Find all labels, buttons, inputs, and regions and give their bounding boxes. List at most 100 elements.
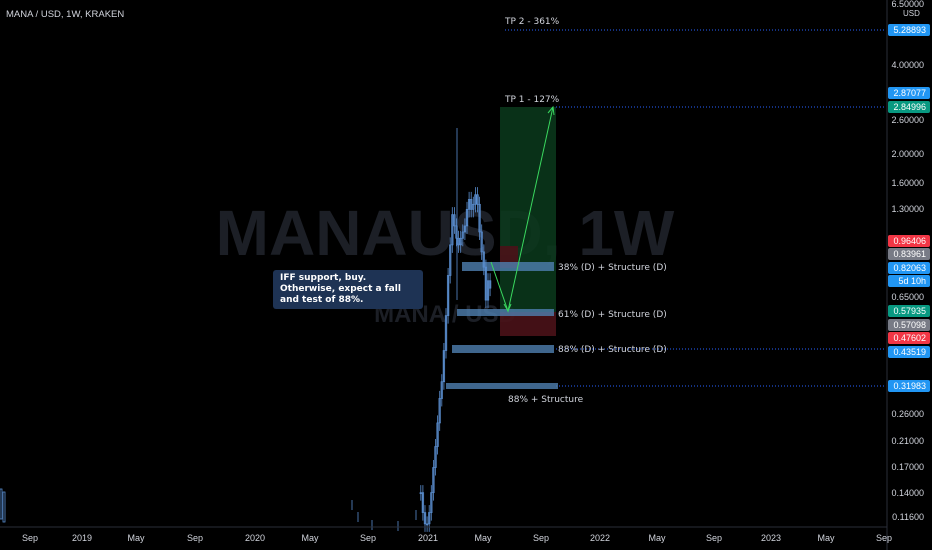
bar-38[interactable]: [462, 262, 554, 271]
candle-body: [419, 492, 422, 495]
price-tags: 5.28893 2.87077 2.84996 0.96406 0.83961 0.820…: [888, 24, 930, 392]
price-tick-label: 0.17000: [891, 462, 924, 472]
price-tick-label: 6.50000: [891, 0, 924, 9]
price-tag-bg: [888, 262, 930, 274]
price-tick-label: 0.11600: [892, 512, 924, 522]
candle-body: [440, 381, 443, 399]
candle-body: [423, 512, 427, 525]
candle-body: [484, 266, 488, 301]
candle-body: [451, 214, 454, 246]
price-tag-label: 0.96406: [893, 236, 926, 246]
time-tick-label: May: [127, 533, 145, 543]
candle-body: [428, 512, 431, 525]
structure-label: 88% + Structure: [508, 395, 584, 405]
time-tick-label: 2023: [761, 533, 781, 543]
candle-body: [432, 467, 435, 494]
price-tag-label: 0.31983: [893, 381, 926, 391]
time-axis[interactable]: Sep 2019 May Sep 2020 May Sep 2021 May Sep 2022 May…: [22, 533, 892, 543]
candle-body: [457, 237, 460, 246]
price-tick-label: 1.30000: [891, 204, 924, 214]
price-tag-bg: [888, 87, 930, 99]
price-tick-label: 0.14000: [891, 488, 924, 498]
candle-body: [446, 275, 450, 316]
price-tag-bg: [888, 319, 930, 331]
time-tick-label: May: [474, 533, 492, 543]
bar-61[interactable]: [457, 309, 554, 316]
candle-body: [434, 446, 437, 468]
candle-body: [488, 280, 492, 289]
candle-body: [449, 244, 452, 276]
time-tick-label: 2019: [72, 533, 92, 543]
candle-body: [470, 199, 473, 210]
candle-body: [425, 523, 429, 526]
candle-body: [0, 488, 3, 520]
price-tag-bg: [888, 305, 930, 317]
candle-body: [421, 492, 425, 513]
candle-body: [444, 315, 448, 351]
price-tick-label: 0.65000: [891, 292, 924, 302]
candle-body: [453, 214, 456, 227]
level-61-label: 61% (D) + Structure (D): [558, 310, 667, 320]
candle-body: [480, 231, 483, 253]
target-zone[interactable]: [500, 107, 556, 312]
price-tick-label: 2.00000: [891, 149, 924, 159]
trade-note: IFF support, buy. Otherwise, expect a fa…: [273, 270, 423, 309]
time-tick-label: Sep: [360, 533, 376, 543]
price-axis[interactable]: 6.500005.000004.000002.600002.000001.600…: [891, 0, 924, 522]
time-tick-label: Sep: [706, 533, 722, 543]
price-tick-label: 2.60000: [891, 115, 924, 125]
level-38-label: 38% (D) + Structure (D): [558, 263, 667, 273]
price-tag-bg: [888, 248, 930, 260]
price-tag-label: 0.57098: [893, 320, 926, 330]
price-tick-label: 4.00000: [891, 60, 924, 70]
price-tag-bg: [888, 235, 930, 247]
price-tag-label: 5.28893: [893, 25, 926, 35]
price-tag-bg: [888, 101, 930, 113]
candle-body: [465, 209, 469, 227]
candle-body: [430, 492, 433, 513]
price-tag-label: 2.87077: [893, 88, 926, 98]
price-tag-bg: [888, 275, 930, 287]
time-tick-label: Sep: [533, 533, 549, 543]
time-tick-label: May: [648, 533, 666, 543]
price-tag-label: 0.82063: [893, 263, 926, 273]
price-tick-label: 1.60000: [891, 178, 924, 188]
time-tick-label: 2020: [245, 533, 265, 543]
candle-body: [461, 231, 464, 239]
bar-88[interactable]: [452, 345, 554, 353]
candle-body: [438, 398, 441, 424]
candle-body: [2, 491, 6, 523]
time-tick-label: Sep: [876, 533, 892, 543]
arrow-head-up: [547, 105, 555, 116]
price-tag-bg: [888, 346, 930, 358]
candle-body: [474, 194, 477, 205]
time-tick-label: May: [817, 533, 835, 543]
candle-body: [436, 422, 439, 447]
currency-label: USD: [903, 9, 920, 18]
price-tag-label: 0.57935: [893, 306, 926, 316]
tp2-label: TP 2 - 361%: [504, 17, 560, 27]
price-tag-label: 0.47602: [893, 333, 926, 343]
arrow-head-down: [503, 303, 512, 313]
price-tag-bg: [888, 24, 930, 36]
candle-body: [482, 251, 485, 268]
bar-structure[interactable]: [446, 383, 558, 389]
level-88-label: 88% (D) + Structure (D): [558, 345, 667, 355]
tp1-label: TP 1 - 127%: [504, 95, 560, 105]
candle-body: [486, 280, 490, 301]
price-tick-label: 0.21000: [891, 436, 924, 446]
watermark-main: MANAUSD, 1W: [216, 197, 675, 269]
price-tag-bg: [888, 332, 930, 344]
time-tick-label: 2021: [418, 533, 438, 543]
candle-body: [463, 225, 467, 233]
candle-body: [459, 237, 462, 246]
time-tick-label: Sep: [187, 533, 203, 543]
price-tag-label: 2.84996: [893, 102, 926, 112]
candle-body: [472, 203, 475, 210]
price-tick-label: 0.26000: [891, 409, 924, 419]
candle-body: [467, 199, 471, 210]
time-tick-label: 2022: [590, 533, 610, 543]
price-tag-bg: [888, 380, 930, 392]
level-lines: [505, 29, 885, 387]
